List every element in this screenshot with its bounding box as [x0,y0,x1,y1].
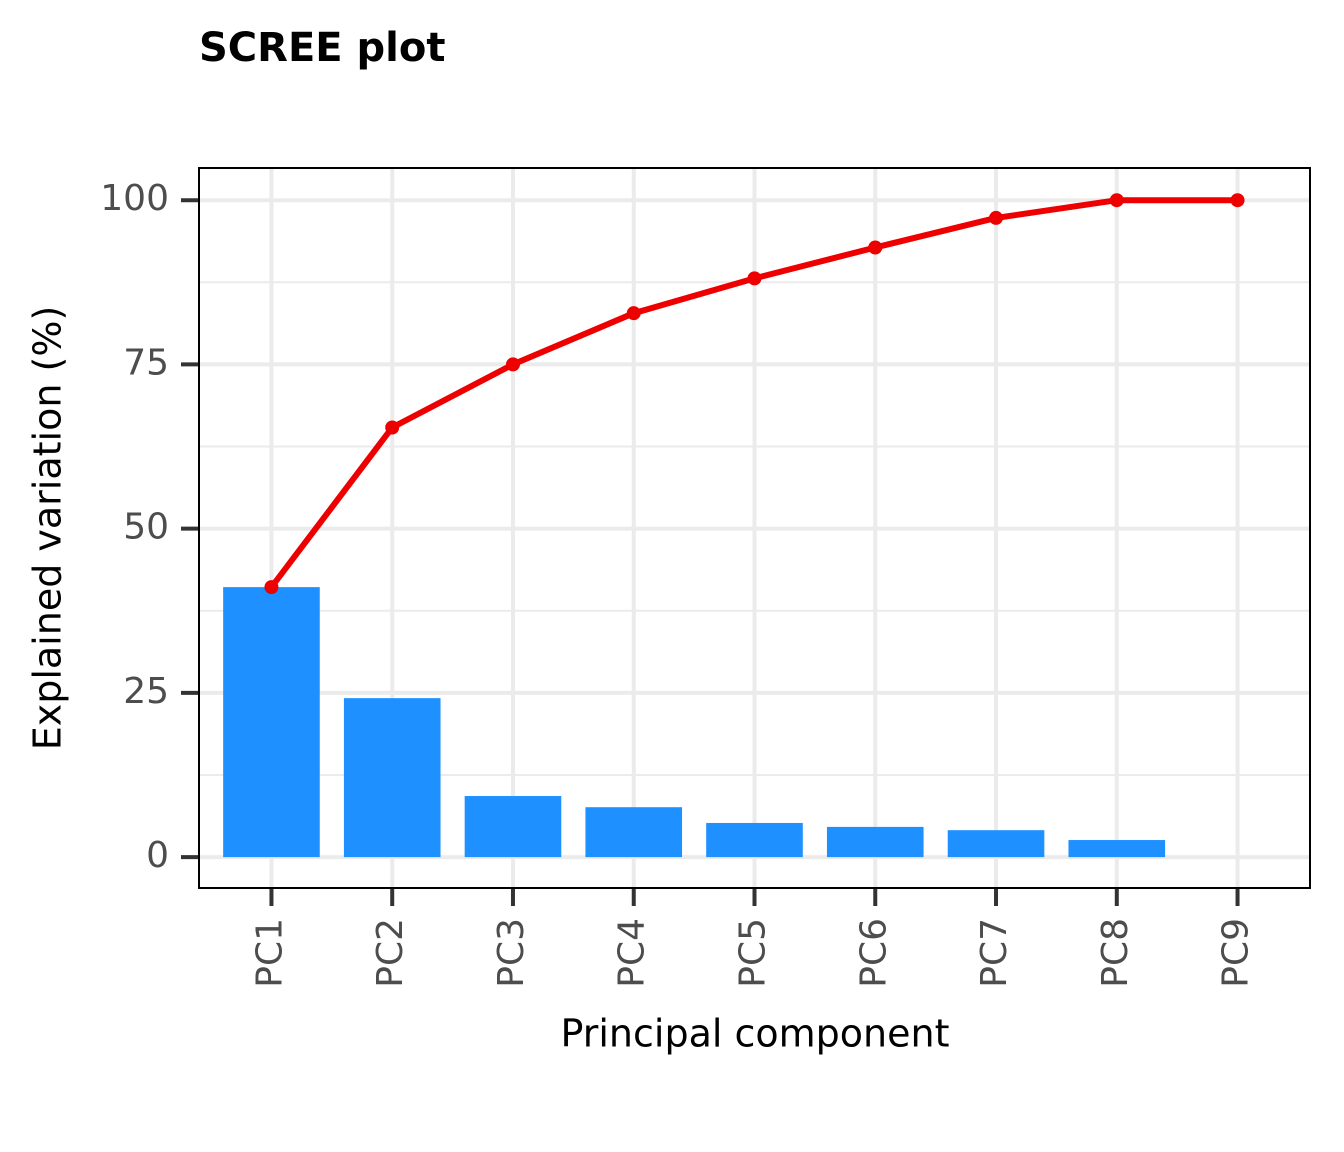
y-tick-label: 75 [123,342,169,383]
bar [826,826,924,858]
x-tick-label: PC8 [1095,918,1136,988]
line-point [385,420,400,435]
line-point [868,240,883,255]
bar [706,822,803,858]
y-axis-title: Explained variation (%) [26,306,70,751]
y-tick-label: 50 [123,507,169,548]
chart-title: SCREE plot [199,25,445,71]
line-point [747,271,762,286]
line-point [989,210,1004,225]
line-point [505,357,520,372]
line-point [1230,193,1245,208]
y-tick-label: 25 [123,671,169,712]
x-tick-label: PC9 [1216,918,1257,988]
bar [585,807,683,858]
x-tick-label: PC5 [733,918,774,988]
line-point [626,306,641,321]
x-axis-title: Principal component [561,1012,950,1056]
bar [1068,840,1166,858]
bar [464,796,562,858]
x-tick-label: PC1 [249,918,290,988]
x-tick-label: PC7 [974,918,1015,988]
line-point [264,580,279,595]
line-point [1109,193,1124,208]
bar [947,830,1045,858]
y-tick-label: 0 [146,835,169,876]
x-tick-label: PC3 [491,918,532,988]
x-tick-label: PC4 [612,918,653,988]
y-tick-label: 100 [100,178,169,219]
panel-border [198,167,1311,889]
bar [343,698,441,858]
bar [223,587,320,858]
x-tick-label: PC6 [853,918,894,988]
x-tick-label: PC2 [370,918,411,988]
